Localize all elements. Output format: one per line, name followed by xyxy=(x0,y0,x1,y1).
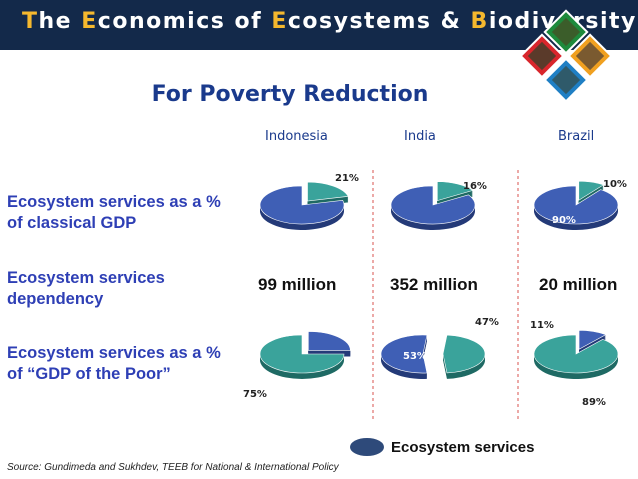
poor-other-label-indonesia: 75% xyxy=(243,389,267,400)
country-label-brazil: Brazil xyxy=(558,129,595,144)
gdp-eco-label-india: 16% xyxy=(463,181,487,192)
gdp-other-label-brazil: 90% xyxy=(552,215,576,226)
dependency-value-indonesia: 99 million xyxy=(258,275,337,294)
row-label-dependency: Ecosystem services dependency xyxy=(7,269,165,308)
title-text: conomics of xyxy=(97,9,272,34)
title-text: cosystems & xyxy=(287,9,471,34)
gdp-eco-label-brazil: 10% xyxy=(603,179,627,190)
legend-swatch xyxy=(350,438,384,456)
header-bar: The Economics of Ecosystems & Biodiversi… xyxy=(0,0,638,50)
gdp-other-slice-brazil xyxy=(533,185,619,225)
poor-other-slice-indonesia xyxy=(259,334,345,374)
title-text: he xyxy=(38,9,82,34)
source-note: Source: Gundimeda and Sukhdev, TEEB for … xyxy=(7,462,339,473)
country-label-indonesia: Indonesia xyxy=(265,129,328,144)
poor-other-slice-india xyxy=(442,334,486,374)
title-capital: E xyxy=(271,9,288,34)
gdp-eco-label-indonesia: 21% xyxy=(335,173,359,184)
gdp-other-slice-india xyxy=(390,185,476,225)
dependency-value-india: 352 million xyxy=(390,275,478,294)
poor-eco-slice-indonesia xyxy=(308,331,351,351)
legend-label: Ecosystem services xyxy=(391,439,535,456)
poor-eco-slice-india xyxy=(380,334,428,374)
poor-other-label-india: 47% xyxy=(475,317,499,328)
country-label-india: India xyxy=(404,129,436,144)
title-capital: E xyxy=(81,9,98,34)
poor-eco-label-brazil: 11% xyxy=(530,320,554,331)
title-capital: B xyxy=(470,9,489,34)
poor-eco-slice-brazil xyxy=(578,329,607,350)
poor-eco-label-india: 53% xyxy=(403,351,427,362)
gdp-eco-slice-indonesia xyxy=(307,181,349,202)
gdp-eco-slice-brazil xyxy=(578,180,605,201)
slide-subtitle: For Poverty Reduction xyxy=(151,82,429,107)
title-capital: T xyxy=(22,9,39,34)
dependency-value-brazil: 20 million xyxy=(539,275,618,294)
poor-other-slice-brazil xyxy=(533,334,619,374)
row-label-gdp: Ecosystem services as a % of classical G… xyxy=(7,193,221,232)
row-label-poor: Ecosystem services as a % of “GDP of the… xyxy=(7,344,221,383)
gdp-eco-slice-india xyxy=(437,181,474,202)
teeb-logo xyxy=(519,9,613,103)
gdp-other-slice-indonesia xyxy=(259,185,345,225)
poor-other-label-brazil: 89% xyxy=(582,397,606,408)
